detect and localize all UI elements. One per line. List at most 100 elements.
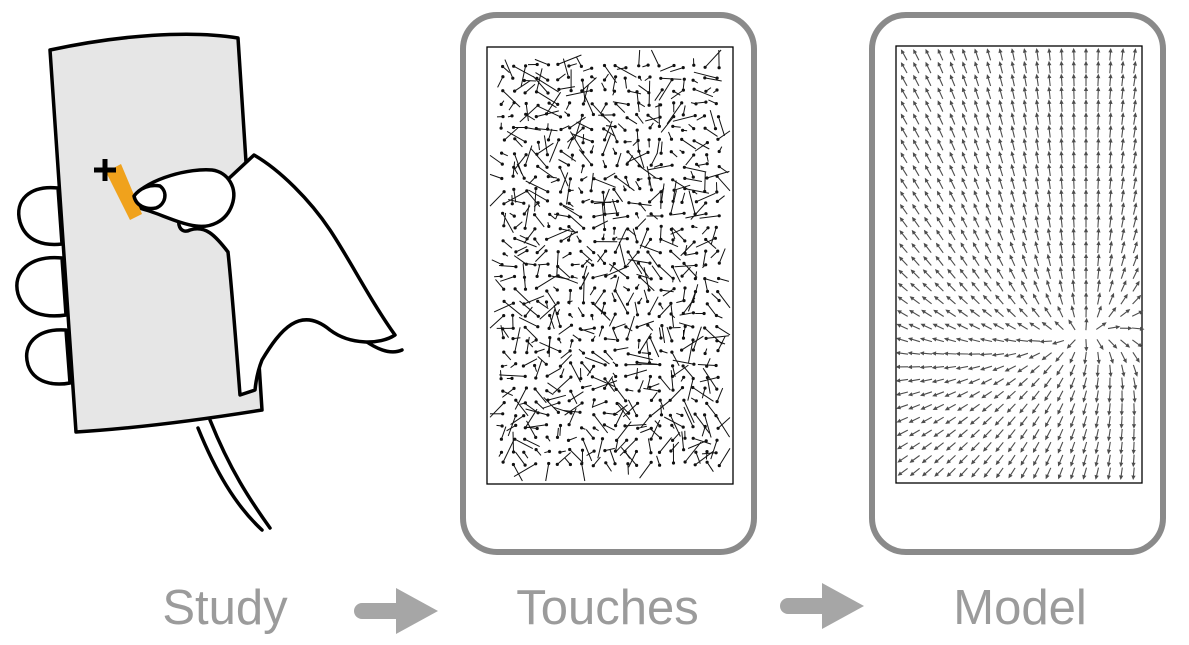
touch-point bbox=[591, 112, 596, 117]
touch-point bbox=[635, 212, 639, 216]
model-arrowhead bbox=[970, 446, 976, 452]
touch-point bbox=[568, 313, 572, 317]
touch-point bbox=[513, 350, 517, 354]
touch-point bbox=[501, 239, 505, 243]
model-arrowhead bbox=[1108, 86, 1113, 92]
touch-vector bbox=[568, 214, 585, 229]
touch-vector bbox=[523, 295, 545, 305]
touch-point bbox=[646, 227, 650, 231]
model-arrowhead bbox=[1010, 176, 1015, 182]
touch-point bbox=[558, 227, 562, 231]
touch-point bbox=[536, 103, 540, 107]
touch-point bbox=[602, 289, 606, 293]
touch-point bbox=[670, 163, 674, 167]
model-arrowhead bbox=[1083, 266, 1089, 271]
touch-point bbox=[534, 376, 538, 380]
phone-body bbox=[48, 32, 264, 434]
touch-vector bbox=[539, 341, 561, 352]
model-arrowhead bbox=[1022, 99, 1027, 105]
touch-point bbox=[636, 138, 640, 143]
touch-point bbox=[646, 250, 650, 254]
touch-point bbox=[717, 298, 721, 303]
touch-point bbox=[646, 299, 650, 304]
touch-point bbox=[623, 188, 627, 192]
model-arrowhead bbox=[945, 433, 951, 438]
touch-point bbox=[547, 461, 551, 466]
model-arrowhead bbox=[967, 366, 973, 371]
model-arrowhead bbox=[899, 243, 904, 248]
model-arrowhead bbox=[972, 255, 977, 260]
model-arrowhead bbox=[961, 74, 966, 80]
touch-point bbox=[499, 377, 503, 381]
model-arrowhead bbox=[937, 138, 942, 144]
model-arrowhead bbox=[898, 282, 903, 288]
touch-vector bbox=[681, 335, 704, 351]
touch-point bbox=[691, 348, 696, 352]
touch-point bbox=[636, 250, 640, 254]
model-arrowhead bbox=[1022, 138, 1027, 143]
touch-point bbox=[692, 153, 696, 157]
model-arrowhead bbox=[948, 216, 953, 222]
model-arrowhead bbox=[1096, 125, 1101, 130]
touch-vector bbox=[609, 448, 616, 464]
touch-point bbox=[580, 264, 585, 268]
touch-point bbox=[591, 276, 595, 280]
touch-vector bbox=[534, 214, 545, 228]
touch-point bbox=[625, 116, 629, 120]
model-arrowhead bbox=[949, 87, 954, 93]
model-arrowhead bbox=[1071, 189, 1076, 194]
touch-point bbox=[625, 337, 629, 341]
model-arrowhead bbox=[1047, 73, 1052, 79]
touch-vector bbox=[560, 172, 569, 193]
model-arrowhead bbox=[1034, 163, 1039, 169]
model-arrowhead bbox=[925, 113, 930, 119]
model-arrowhead bbox=[1108, 137, 1113, 143]
touch-point bbox=[546, 413, 550, 417]
model-arrowhead bbox=[1070, 474, 1075, 480]
model-arrowhead bbox=[1084, 292, 1089, 297]
model-arrowhead bbox=[1035, 86, 1040, 92]
touch-point bbox=[525, 189, 529, 193]
touch-vector bbox=[626, 117, 638, 125]
touch-point bbox=[534, 286, 539, 290]
touch-vector bbox=[525, 180, 549, 193]
touch-vector bbox=[569, 449, 584, 464]
model-arrowhead bbox=[1009, 254, 1014, 260]
touch-point bbox=[591, 464, 595, 468]
touch-point bbox=[500, 162, 504, 166]
touch-point bbox=[546, 63, 551, 67]
touch-point bbox=[534, 448, 538, 452]
touch-point bbox=[602, 127, 606, 131]
model-arrowhead bbox=[1109, 279, 1114, 285]
touch-vector bbox=[534, 58, 549, 66]
touch-vector bbox=[681, 266, 691, 277]
model-arrowhead bbox=[1034, 176, 1039, 182]
model-arrowhead bbox=[973, 177, 978, 183]
model-arrowhead bbox=[1120, 150, 1125, 156]
touch-point bbox=[604, 461, 608, 465]
model-arrowhead bbox=[1047, 176, 1052, 182]
model-arrowhead bbox=[1071, 202, 1076, 207]
model-arrowhead bbox=[895, 391, 901, 396]
touch-vector bbox=[627, 292, 635, 305]
model-arrowhead bbox=[1071, 86, 1076, 91]
model-arrowhead bbox=[920, 392, 925, 397]
model-arrowhead bbox=[1119, 436, 1124, 442]
touch-vector bbox=[666, 102, 683, 125]
touch-point bbox=[612, 187, 616, 191]
model-arrowhead bbox=[1057, 409, 1062, 415]
touch-point bbox=[547, 449, 552, 453]
model-arrowhead bbox=[1034, 202, 1039, 208]
touch-point bbox=[717, 464, 721, 468]
touch-vector bbox=[670, 229, 676, 240]
touch-point bbox=[534, 400, 538, 404]
touch-point bbox=[704, 212, 708, 216]
touch-vector bbox=[705, 239, 717, 249]
model-arrowhead bbox=[900, 165, 905, 171]
touch-point bbox=[691, 338, 695, 342]
touch-vector bbox=[536, 274, 558, 289]
touch-point bbox=[602, 423, 607, 427]
touch-point bbox=[615, 363, 619, 367]
touch-vector bbox=[560, 150, 577, 162]
model-arrowhead bbox=[1010, 86, 1015, 92]
